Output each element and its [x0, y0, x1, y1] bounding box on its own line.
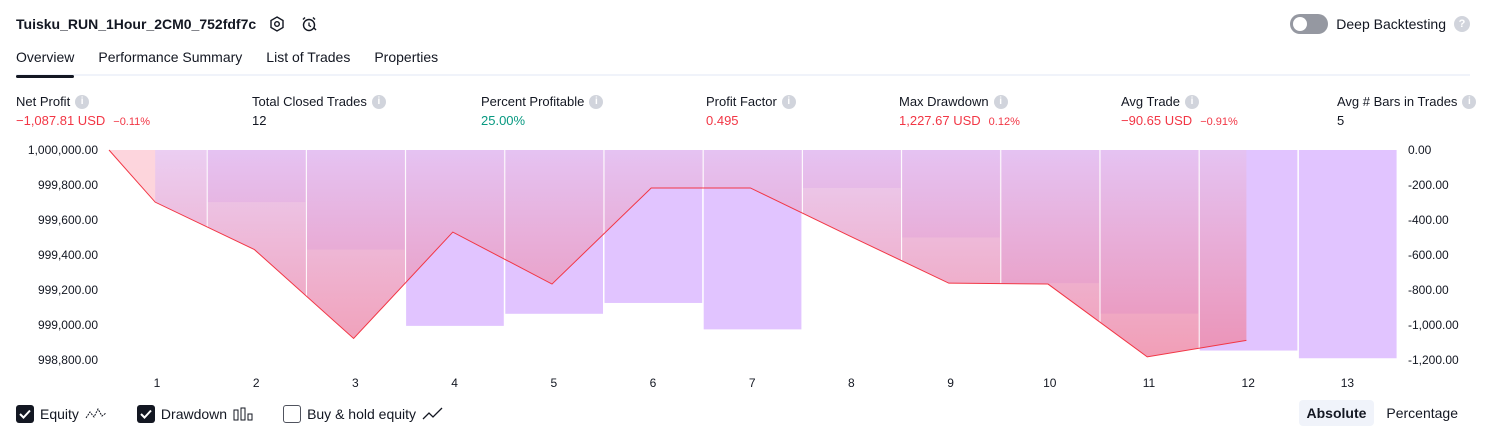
legend-buy-hold-equity[interactable]: Buy & hold equity [283, 405, 444, 423]
info-icon[interactable]: i [589, 94, 604, 109]
report-tabs: Overview Performance Summary List of Tra… [16, 46, 1470, 78]
x-axis-tick: 3 [352, 376, 359, 390]
stat-value: 25.00% [481, 113, 526, 128]
x-axis-tick: 8 [848, 376, 855, 390]
legend-label: Drawdown [160, 406, 228, 422]
x-axis-tick: 5 [550, 376, 557, 390]
strategy-title: Tuisku_RUN_1Hour_2CM0_752fdf7c [16, 16, 257, 32]
legend-drawdown[interactable]: Drawdown [136, 405, 253, 423]
drawdown-bars-icon [233, 407, 253, 421]
percentage-button[interactable]: Percentage [1386, 405, 1458, 421]
equity-area [109, 150, 1247, 357]
equity-checkbox[interactable] [16, 405, 34, 423]
x-axis-tick: 13 [1341, 376, 1355, 390]
x-axis-tick: 10 [1043, 376, 1057, 390]
info-icon[interactable]: i [1462, 94, 1477, 109]
stat-value: 0.495 [706, 113, 739, 128]
stat-label: Percent Profitable [481, 94, 585, 109]
left-axis-tick: 999,800.00 [38, 178, 98, 192]
right-axis-tick: 0.00 [1408, 143, 1432, 157]
help-icon[interactable]: ? [1454, 16, 1470, 32]
stat-value: −90.65 USD [1121, 113, 1193, 128]
stat-label: Net Profit [16, 94, 71, 109]
stat-label: Avg # Bars in Trades [1337, 94, 1458, 109]
stat-label: Profit Factor [706, 94, 777, 109]
stat-label: Max Drawdown [899, 94, 989, 109]
right-axis-tick: -400.00 [1408, 213, 1449, 227]
info-icon[interactable]: i [1185, 94, 1200, 109]
left-axis-tick: 999,200.00 [38, 283, 98, 297]
legend-label: Buy & hold equity [307, 406, 417, 422]
stat-percent: −0.91% [1200, 116, 1238, 128]
stat-percent: −0.11% [113, 116, 151, 128]
stat-label: Total Closed Trades [252, 94, 367, 109]
stat-avg-bars-in-trades: Avg # Bars in Trades i 5 [1337, 93, 1477, 128]
tab-properties[interactable]: Properties [374, 49, 439, 65]
info-icon[interactable]: i [993, 94, 1008, 109]
tab-overview[interactable]: Overview [16, 46, 75, 78]
info-icon[interactable]: i [75, 94, 90, 109]
left-axis-tick: 998,800.00 [38, 353, 98, 367]
x-axis-tick: 7 [749, 376, 756, 390]
x-axis-tick: 6 [650, 376, 657, 390]
alarm-clock-icon[interactable] [298, 13, 320, 35]
stat-label: Avg Trade [1121, 94, 1181, 109]
right-axis-tick: -200.00 [1408, 178, 1449, 192]
stat-total-closed-trades: Total Closed Trades i 12 [252, 93, 386, 128]
stat-value: −1,087.81 USD [16, 113, 106, 128]
deep-backtesting-toggle[interactable] [1290, 14, 1329, 34]
right-axis-tick: -1,000.00 [1408, 318, 1459, 332]
stat-value: 12 [252, 113, 267, 128]
legend-label: Equity [40, 406, 79, 422]
legend-equity[interactable]: Equity [16, 405, 107, 423]
buy-hold-checkbox[interactable] [283, 405, 302, 423]
stat-net-profit: Net Profit i −1,087.81 USD −0.11% [16, 93, 150, 128]
drawdown-bar [1298, 150, 1397, 359]
right-axis-tick: -1,200.00 [1408, 353, 1459, 367]
left-axis-tick: 999,600.00 [38, 213, 98, 227]
stat-value: 1,227.67 USD [899, 113, 981, 128]
info-icon[interactable]: i [371, 94, 386, 109]
settings-hexagon-icon[interactable] [266, 13, 288, 35]
chart-legend: Equity Drawdown Buy & hold equity [16, 402, 474, 426]
tab-list-of-trades[interactable]: List of Trades [266, 49, 351, 65]
equity-drawdown-chart[interactable]: 1,000,000.00 999,800.00 999,600.00 999,400.… [0, 138, 1486, 398]
info-icon[interactable]: i [781, 94, 796, 109]
x-axis-tick: 12 [1242, 376, 1256, 390]
stat-profit-factor: Profit Factor i 0.495 [706, 93, 796, 128]
left-axis-tick: 999,400.00 [38, 248, 98, 262]
stat-percent: 0.12% [988, 116, 1020, 128]
deep-backtesting-control: Deep Backtesting ? [1290, 12, 1470, 36]
left-axis-tick: 999,000.00 [38, 318, 98, 332]
left-axis-tick: 1,000,000.00 [28, 143, 98, 157]
equity-line-icon [85, 407, 107, 419]
drawdown-checkbox[interactable] [136, 405, 155, 423]
absolute-button[interactable]: Absolute [1298, 400, 1375, 426]
stat-max-drawdown: Max Drawdown i 1,227.67 USD 0.12% [899, 93, 1020, 128]
x-axis-tick: 2 [253, 376, 260, 390]
x-axis-tick: 11 [1143, 376, 1156, 390]
right-axis-tick: -600.00 [1408, 248, 1449, 262]
buy-hold-line-icon [422, 407, 443, 420]
stat-avg-trade: Avg Trade i −90.65 USD −0.91% [1121, 93, 1238, 128]
x-axis-tick: 1 [154, 376, 161, 390]
x-axis-tick: 9 [947, 376, 954, 390]
stat-percent-profitable: Percent Profitable i 25.00% [481, 93, 604, 128]
view-mode-selector: Absolute Percentage [1298, 400, 1467, 426]
right-axis-tick: -800.00 [1408, 283, 1449, 297]
tab-performance-summary[interactable]: Performance Summary [98, 49, 243, 65]
report-header: Tuisku_RUN_1Hour_2CM0_752fdf7c [16, 12, 320, 36]
deep-backtesting-label: Deep Backtesting [1336, 16, 1446, 32]
equity-line [108, 149, 1247, 358]
stat-value: 5 [1337, 113, 1345, 128]
x-axis-tick: 4 [451, 376, 458, 390]
